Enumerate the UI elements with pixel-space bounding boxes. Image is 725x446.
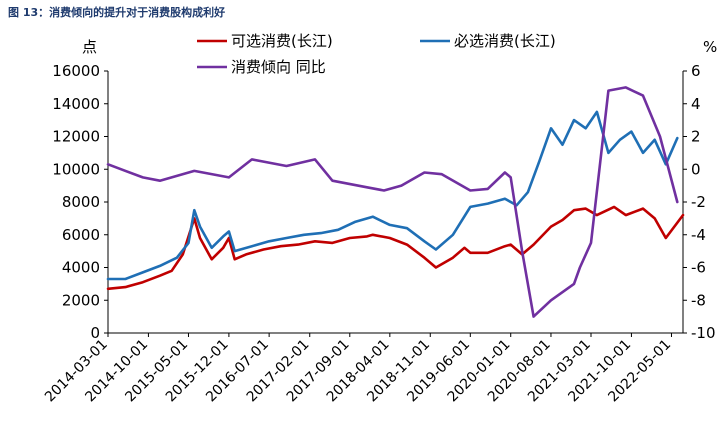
left-tick-label: 2000 [62,291,100,309]
chart-axes: 0 2000 4000 6000 8000 10000 12000 14000 16000 -10… [42,38,717,405]
legend-label-2: 必选消费(长江) [454,32,556,50]
left-tick-label: 0 [90,324,100,342]
left-tick-label: 6000 [62,226,100,244]
chart-caption: 图 13：消费倾向的提升对于消费股构成利好 [8,6,226,19]
right-tick-label: 0 [691,160,701,178]
series-line-3 [106,86,679,318]
right-axis-unit: % [703,38,717,56]
right-tick-label: -4 [691,226,706,244]
left-tick-label: 4000 [62,259,100,277]
right-tick-label: -6 [691,259,706,277]
left-tick-label: 10000 [52,160,100,178]
legend-label-3: 消费倾向 同比 [231,58,326,76]
series-line-2 [106,110,679,281]
left-tick-label: 8000 [62,193,100,211]
chart-legend: 可选消费(长江) 必选消费(长江) 消费倾向 同比 [197,32,556,76]
right-tick-label: -10 [691,324,716,342]
right-tick-label: -8 [691,291,706,309]
left-tick-label: 16000 [52,62,100,80]
right-tick-label: 2 [691,128,701,146]
right-tick-label: -2 [691,193,706,211]
left-tick-label: 14000 [52,95,100,113]
series-layer [106,86,685,318]
left-axis-unit: 点 [82,38,97,56]
legend-label-1: 可选消费(长江) [231,32,333,50]
right-tick-label: 4 [691,95,701,113]
series-line-1 [106,205,685,291]
right-tick-label: 6 [691,62,701,80]
left-tick-label: 12000 [52,128,100,146]
